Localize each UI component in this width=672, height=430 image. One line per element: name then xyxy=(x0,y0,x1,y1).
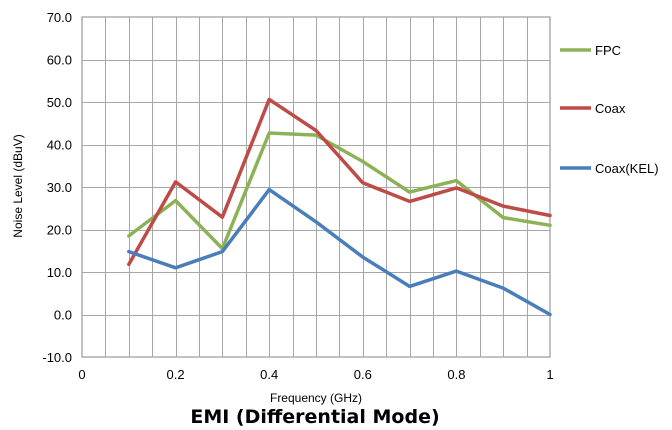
y-tick-label: 50.0 xyxy=(47,95,72,110)
x-tick-label: 0.2 xyxy=(167,367,185,382)
axes: -10.0 0.0 10.0 20.0 30.0 40.0 50.0 60.0 70.0 0 0.2… xyxy=(42,10,553,382)
legend: FPC Coax Coax(KEL) xyxy=(560,43,659,176)
legend-label: FPC xyxy=(595,43,621,58)
x-tick-label: 0.4 xyxy=(260,367,278,382)
x-tick-label: 0 xyxy=(78,367,85,382)
series-lines xyxy=(127,97,552,317)
x-axis-title: Frequency (GHz) xyxy=(270,391,362,405)
y-tick-label: 60.0 xyxy=(47,53,72,68)
legend-label: Coax(KEL) xyxy=(595,161,659,176)
y-tick-label: 20.0 xyxy=(47,223,72,238)
y-tick-label: 0.0 xyxy=(54,308,72,323)
x-tick-label: 0.8 xyxy=(447,367,465,382)
series-line-coax-kel xyxy=(127,187,552,317)
y-tick-label: 30.0 xyxy=(47,180,72,195)
chart-title: EMI (Differential Mode) xyxy=(190,406,439,428)
x-tick-label: 0.6 xyxy=(354,367,372,382)
y-axis-title: Noise Level (dBuV) xyxy=(11,134,25,237)
y-tick-label: 40.0 xyxy=(47,138,72,153)
grid xyxy=(81,16,551,358)
y-tick-label: 10.0 xyxy=(47,265,72,280)
y-tick-label: -10.0 xyxy=(42,350,72,365)
series-line-fpc xyxy=(127,131,552,251)
x-tick-label: 1 xyxy=(546,367,553,382)
y-tick-label: 70.0 xyxy=(47,10,72,25)
series-line-coax xyxy=(127,97,552,267)
legend-label: Coax xyxy=(595,101,626,116)
